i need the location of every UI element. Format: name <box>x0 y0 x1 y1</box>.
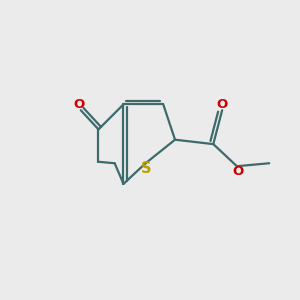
Text: O: O <box>74 98 85 111</box>
Text: O: O <box>217 98 228 111</box>
Text: S: S <box>141 161 152 176</box>
Text: O: O <box>233 165 244 178</box>
